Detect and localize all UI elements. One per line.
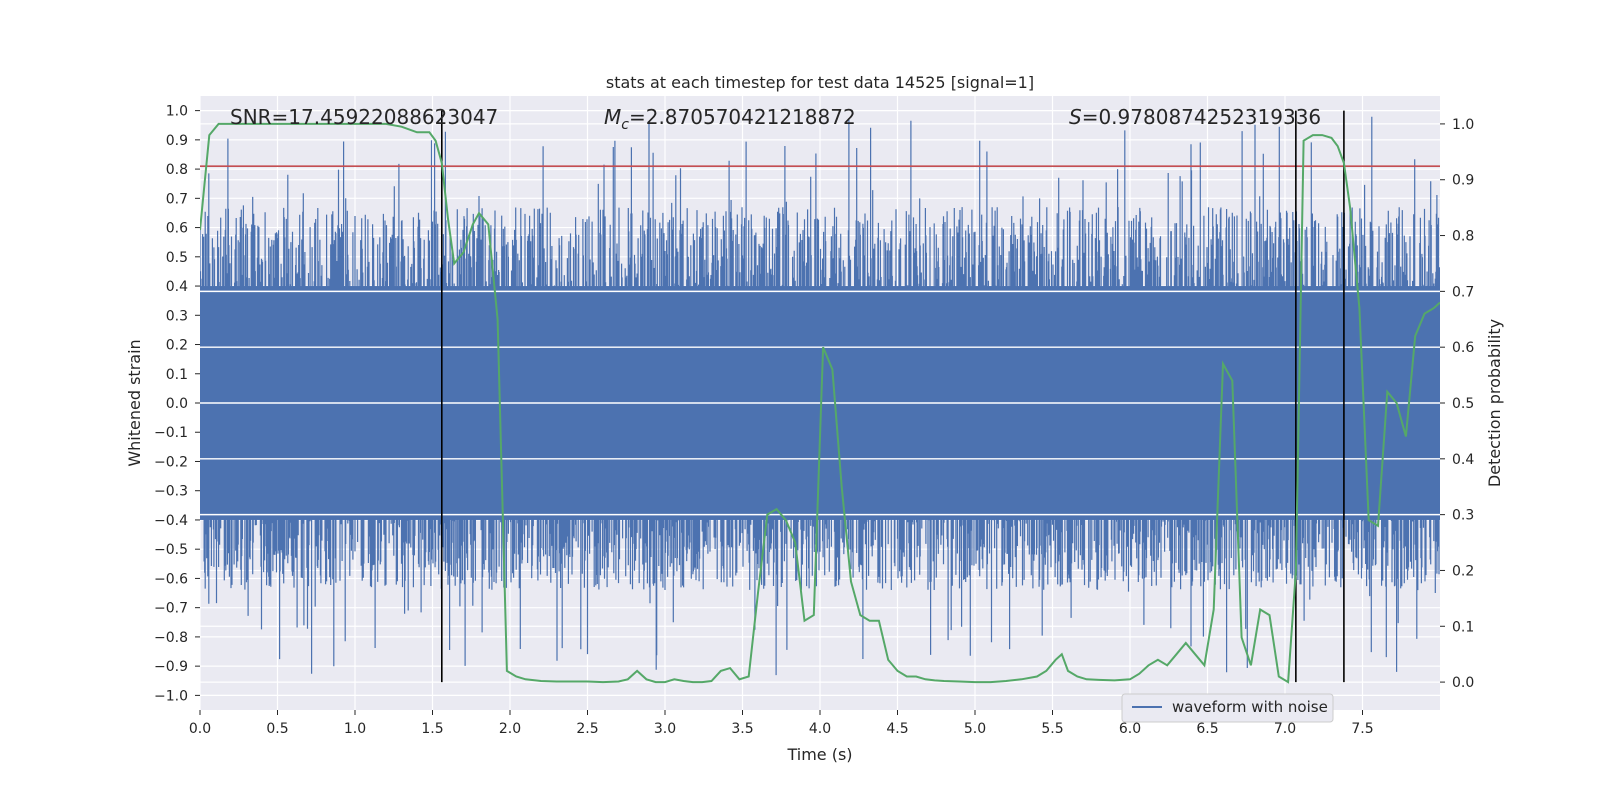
x-tick-label: 0.0 (189, 721, 211, 737)
y-tick-label-right: 0.2 (1452, 563, 1474, 579)
y-tick-label-right: 0.8 (1452, 229, 1474, 245)
x-tick-label: 6.5 (1196, 721, 1218, 737)
probability-series (200, 122, 1440, 684)
y-tick-labels-right: 0.0 0.1 0.2 0.3 0.4 0.5 0.6 0.7 0.8 0.9 1.0 (1440, 117, 1474, 691)
x-tick-label: 7.0 (1274, 721, 1296, 737)
y-tick-label-left: −0.3 (154, 484, 188, 500)
y-tick-label-left: 0.6 (166, 221, 188, 237)
y-tick-label-right: 0.7 (1452, 284, 1474, 300)
y-tick-label-right: 0.4 (1452, 452, 1474, 468)
y-tick-label-left: 0.8 (166, 162, 188, 178)
chirp-mass-annotation: Mc=2.870570421218872 (604, 105, 856, 133)
score-symbol: S (1069, 105, 1082, 129)
y-tick-label-right: 1.0 (1452, 117, 1474, 133)
score-annotation: S=0.9780874252319336 (1069, 105, 1321, 129)
x-tick-label: 1.5 (421, 721, 443, 737)
x-tick-label: 4.5 (886, 721, 908, 737)
y-tick-label-left: 0.1 (166, 367, 188, 383)
x-tick-label: 1.0 (344, 721, 366, 737)
snr-annotation: SNR=17.45922088623047 (230, 105, 498, 129)
y-tick-label-left: 0.7 (166, 191, 188, 207)
y-tick-label-right: 0.9 (1452, 173, 1474, 189)
y-tick-label-left: 1.0 (166, 104, 188, 120)
legend-box (1121, 693, 1334, 723)
y-tick-label-right: 0.3 (1452, 508, 1474, 524)
y-tick-label-left: −0.7 (154, 601, 188, 617)
y-tick-label-left: −1.0 (154, 688, 188, 704)
y-tick-label-left: 0.3 (166, 308, 188, 324)
y-tick-label-left: 0.9 (166, 133, 188, 149)
x-tick-label: 6.0 (1119, 721, 1141, 737)
y-tick-label-left: −0.8 (154, 630, 188, 646)
y-tick-label-left: −0.2 (154, 454, 188, 470)
y-tick-label-right: 0.1 (1452, 619, 1474, 635)
chirp-mass-symbol: M (604, 105, 621, 129)
x-tick-label: 7.5 (1351, 721, 1373, 737)
y-tick-label-left: −0.9 (154, 659, 188, 675)
y-tick-label-left: 0.5 (166, 250, 188, 266)
y-tick-label-right: 0.5 (1452, 396, 1474, 412)
x-tick-label: 2.0 (499, 721, 521, 737)
x-tick-labels: 0.0 0.5 1.0 1.5 2.0 2.5 3.0 3.5 4.0 4.5 5.0 5.5 6.0 6… (189, 710, 1374, 737)
chart-title: stats at each timestep for test data 145… (606, 73, 1034, 92)
score-value: =0.9780874252319336 (1082, 105, 1321, 129)
x-tick-label: 4.0 (809, 721, 831, 737)
x-tick-label: 3.0 (654, 721, 676, 737)
y-tick-label-left: −0.4 (154, 513, 188, 529)
x-axis-label: Time (s) (786, 745, 852, 764)
y-tick-label-left: 0.0 (166, 396, 188, 412)
y-tick-label-right: 0.0 (1452, 675, 1474, 691)
x-tick-label: 3.5 (731, 721, 753, 737)
y-tick-label-left: −0.6 (154, 571, 188, 587)
legend: waveform with noise (1121, 693, 1334, 723)
x-tick-label: 2.5 (576, 721, 598, 737)
y-tick-label-left: −0.5 (154, 542, 188, 558)
y-axis-label-left: Whitened strain (125, 339, 144, 466)
x-tick-label: 0.5 (266, 721, 288, 737)
series-layer (200, 110, 1440, 684)
y-tick-labels-left: −1.0 −0.9 −0.8 −0.7 −0.6 −0.5 −0.4 −0.3 −0.2 −0.1… (154, 104, 200, 704)
x-tick-label: 5.5 (1041, 721, 1063, 737)
y-tick-label-left: 0.4 (166, 279, 188, 295)
legend-label-waveform: waveform with noise (1172, 698, 1328, 716)
y-axis-label-right: Detection probability (1485, 319, 1504, 487)
y-tick-label-left: −0.1 (154, 425, 188, 441)
chirp-mass-value: =2.870570421218872 (629, 105, 856, 129)
y-tick-label-right: 0.6 (1452, 340, 1474, 356)
chirp-mass-subscript: c (621, 117, 629, 133)
x-tick-label: 5.0 (964, 721, 986, 737)
y-tick-label-left: 0.2 (166, 338, 188, 354)
